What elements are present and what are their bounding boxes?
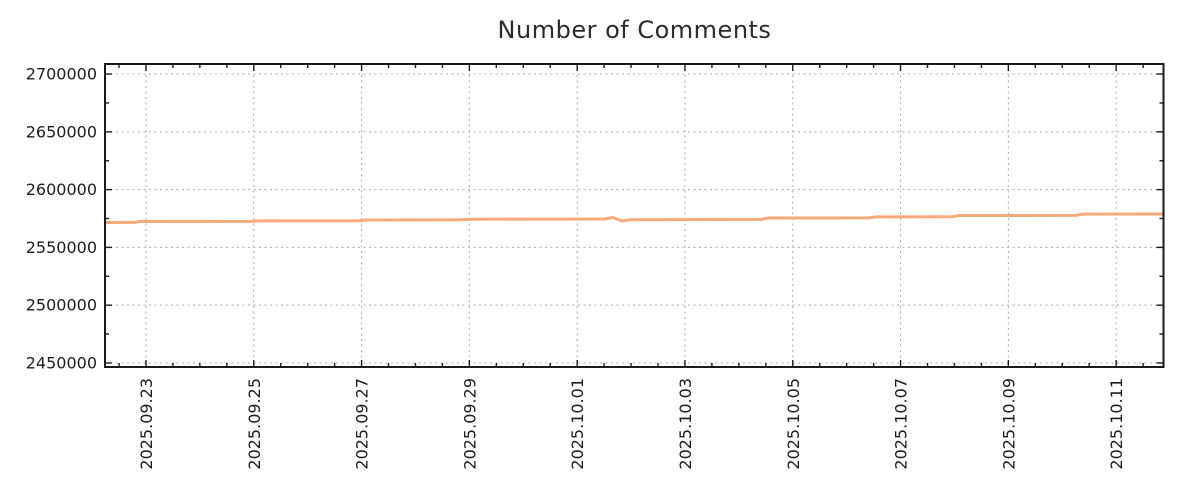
x-tick-label: 2025.10.05: [784, 378, 803, 470]
x-tick-label: 2025.09.25: [245, 378, 264, 470]
series-line: [104, 212, 1164, 224]
x-tick-label: 2025.09.23: [137, 378, 156, 470]
x-tick-label: 2025.10.09: [999, 378, 1018, 470]
series: [104, 212, 1164, 224]
axis-ticks: [105, 64, 1164, 367]
x-tick-label: 2025.10.03: [676, 378, 695, 470]
y-tick-label: 2650000: [26, 122, 97, 141]
x-tick-label: 2025.10.07: [892, 378, 911, 470]
plot-border: [104, 63, 1165, 368]
x-tick-label: 2025.09.27: [353, 378, 372, 470]
y-tick-label: 2500000: [26, 296, 97, 315]
y-tick-label: 2550000: [26, 238, 97, 257]
y-tick-label: 2450000: [26, 353, 97, 372]
x-tick-label: 2025.10.01: [568, 378, 587, 470]
y-tick-label: 2600000: [26, 180, 97, 199]
x-tick-label: 2025.09.29: [460, 378, 479, 470]
y-tick-label: 2700000: [26, 65, 97, 84]
chart-title: Number of Comments: [497, 16, 772, 44]
grid-lines: [105, 64, 1164, 367]
x-tick-label: 2025.10.11: [1107, 378, 1126, 470]
axis-labels: 2450000 2500000 2550000 2600000 2650000 27000…: [26, 65, 1126, 470]
plot-frame: [104, 63, 1165, 368]
